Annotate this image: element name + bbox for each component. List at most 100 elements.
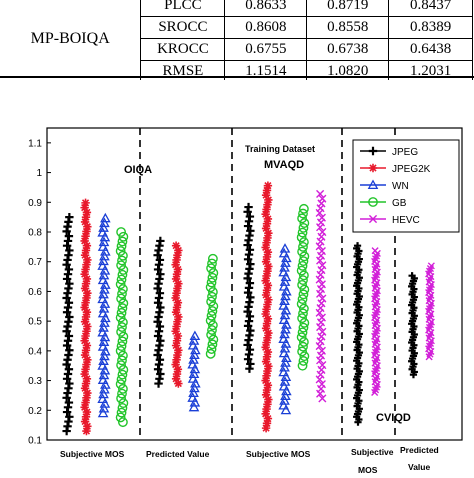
data-point	[82, 227, 91, 236]
data-point	[264, 395, 273, 404]
data-point	[368, 214, 378, 224]
data-point	[261, 376, 270, 385]
data-point	[116, 326, 127, 337]
data-point	[261, 409, 270, 419]
data-point	[118, 398, 129, 409]
data-point	[262, 186, 272, 195]
data-point	[156, 236, 165, 246]
data-point	[245, 212, 255, 221]
data-point	[246, 359, 255, 369]
data-point	[296, 332, 307, 343]
data-point	[171, 293, 180, 303]
y-tick-label: 0.3	[28, 376, 42, 387]
data-point	[116, 260, 127, 271]
data-point	[263, 181, 273, 190]
data-point	[80, 250, 90, 260]
value-cell: 1.2031	[388, 60, 473, 80]
data-point	[262, 419, 272, 428]
data-point	[298, 303, 309, 314]
data-point	[82, 407, 92, 417]
data-point	[156, 369, 165, 379]
data-point	[263, 267, 272, 276]
data-point	[173, 331, 183, 341]
data-point	[206, 344, 217, 354]
data-point	[99, 364, 111, 375]
data-point	[80, 317, 90, 326]
data-point	[318, 194, 327, 203]
data-point	[298, 237, 309, 248]
xlabel-oiqa-predicted: Predicted Value	[146, 449, 210, 459]
data-point	[65, 412, 74, 422]
data-point	[280, 257, 291, 267]
data-point	[80, 336, 89, 345]
data-point	[264, 362, 273, 371]
data-point	[155, 322, 165, 331]
data-point	[187, 373, 199, 383]
data-point	[298, 341, 308, 352]
data-point	[65, 312, 74, 322]
data-point	[172, 322, 181, 331]
data-point	[264, 295, 273, 304]
data-point	[118, 350, 128, 361]
y-tick-label: 0.9	[28, 198, 42, 209]
data-point	[117, 369, 128, 380]
data-point	[81, 212, 91, 222]
data-point	[207, 258, 217, 269]
data-point	[97, 374, 109, 384]
data-point	[99, 331, 111, 342]
data-point	[173, 350, 182, 360]
xlabel-cviqd-subjective-1: Subjective	[351, 447, 394, 457]
data-point	[245, 245, 255, 255]
data-point	[118, 231, 129, 242]
data-point	[117, 355, 127, 366]
data-point	[97, 341, 109, 351]
data-point	[99, 284, 110, 294]
data-point	[299, 318, 310, 328]
data-point	[408, 272, 416, 280]
table-bottom-rule	[0, 76, 474, 78]
data-point	[98, 402, 110, 413]
data-point	[208, 268, 219, 278]
data-point	[281, 319, 292, 329]
scatter-figure: 0.1 0.2 0.3 0.4 0.5 0.6 0.7 0.8 0.9 1 1.1 OIQA Tra…	[28, 127, 463, 475]
data-point	[117, 236, 128, 247]
data-point	[115, 246, 126, 256]
data-point	[246, 226, 255, 236]
value-cell: 0.6755	[224, 38, 308, 61]
data-point	[262, 305, 271, 314]
metric-cell: KROCC	[140, 38, 226, 61]
data-point	[117, 403, 128, 413]
data-point	[156, 336, 165, 345]
data-point	[298, 222, 309, 233]
data-point	[206, 263, 217, 274]
data-point	[262, 371, 271, 381]
data-point	[117, 336, 128, 347]
y-tick-label: 0.6	[28, 287, 42, 298]
data-point	[83, 255, 92, 265]
data-point	[97, 407, 109, 418]
legend-label: HEVC	[392, 215, 420, 226]
data-point	[99, 265, 111, 275]
data-point	[81, 412, 91, 422]
method-cell: MP-BOIQA	[0, 0, 142, 80]
data-point	[427, 262, 435, 270]
data-point	[280, 357, 291, 367]
data-point	[81, 312, 91, 322]
data-point	[82, 393, 91, 403]
data-point	[118, 331, 129, 342]
data-point	[100, 246, 111, 256]
data-point	[82, 293, 91, 303]
data-point	[207, 272, 218, 283]
data-point	[278, 347, 290, 358]
data-point	[99, 217, 110, 228]
data-point	[281, 252, 292, 263]
data-point	[187, 358, 198, 369]
data-point	[98, 255, 109, 266]
data-point	[171, 374, 181, 383]
data-point	[264, 328, 273, 338]
data-point	[98, 355, 109, 365]
data-point	[174, 246, 183, 255]
data-point	[264, 262, 273, 271]
legend-entry: GB	[360, 197, 407, 209]
data-point	[174, 379, 183, 388]
